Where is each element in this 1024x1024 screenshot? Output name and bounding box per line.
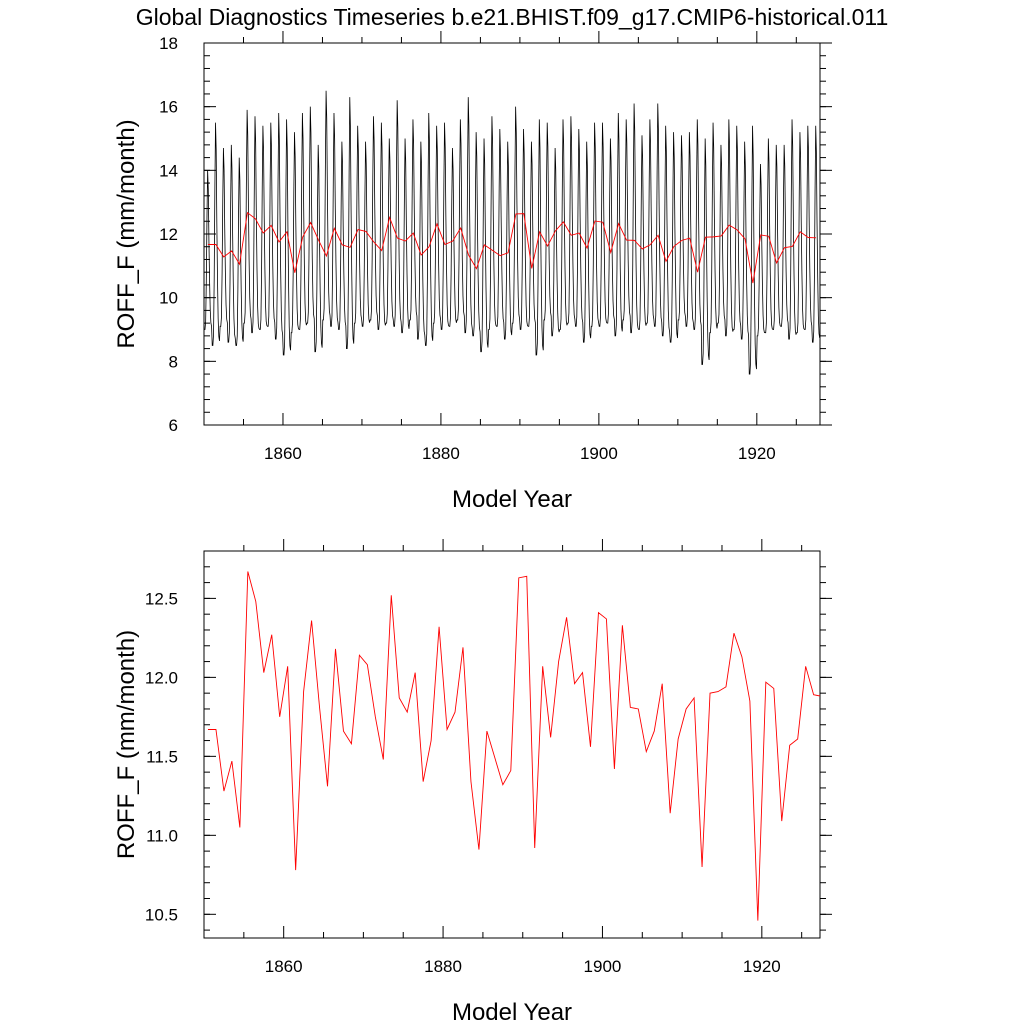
y-tick-label: 12.0	[145, 668, 178, 687]
y-tick-label: 18	[159, 34, 178, 53]
y-tick-label: 6	[169, 416, 178, 435]
y-tick-label: 11.5	[146, 747, 178, 766]
x-tick-label: 1900	[584, 957, 622, 976]
plot-frame	[203, 550, 821, 939]
x-tick-label: 1860	[264, 444, 302, 463]
x-tick-label: 1920	[738, 444, 776, 463]
x-tick-label: 1880	[422, 444, 460, 463]
y-tick-label: 12	[159, 225, 178, 244]
top-plot-monthly-and-annual: 1860 1880 1900 1920 6 8 10 12 14 16 18 Model Year RO…	[113, 31, 832, 513]
y-tick-label: 10	[159, 289, 178, 308]
y-tick-label: 12.5	[145, 589, 178, 608]
y-axis-title: ROFF_F (mm/month)	[113, 119, 140, 348]
y-tick-label: 10.5	[145, 905, 178, 924]
bottom-plot-annual-mean: 1860 1880 1900 1920 10.5 11.0 11.5 12.0 12.5 Mode…	[113, 539, 832, 1024]
y-tick-label: 8	[169, 352, 178, 371]
annual-mean-series-line	[207, 571, 820, 921]
y-tick-label: 16	[159, 98, 178, 117]
x-axis-title: Model Year	[452, 999, 572, 1024]
x-axis-title: Model Year	[452, 486, 572, 513]
y-tick-label: 14	[159, 161, 178, 180]
chart-title: Global Diagnostics Timeseries b.e21.BHIS…	[136, 4, 889, 30]
monthly-series-line	[204, 90, 820, 375]
annual-mean-series-line	[207, 211, 817, 284]
x-tick-label: 1900	[580, 444, 618, 463]
x-tick-label: 1860	[265, 957, 303, 976]
x-tick-label: 1920	[743, 957, 781, 976]
y-tick-label: 11.0	[146, 826, 178, 845]
x-tick-label: 1880	[424, 957, 462, 976]
y-axis-title: ROFF_F (mm/month)	[113, 630, 140, 859]
